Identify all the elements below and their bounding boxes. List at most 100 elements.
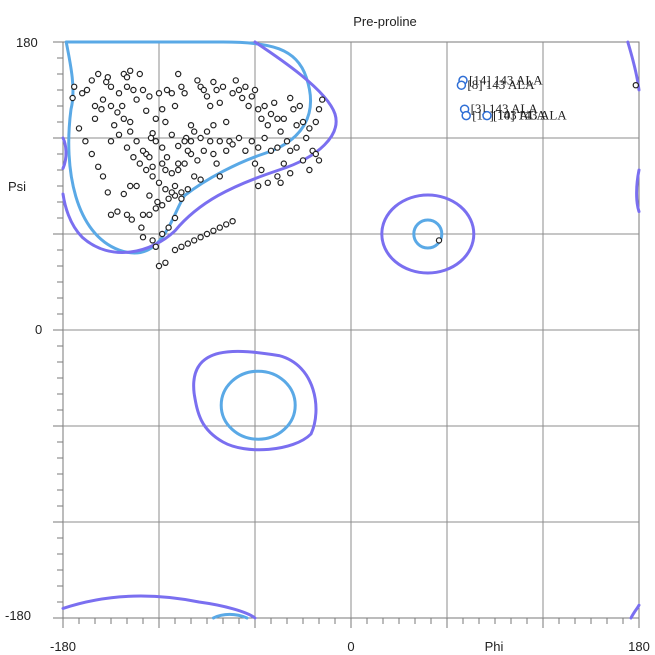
residue-point (139, 147, 147, 154)
contour-alphaR-inner (219, 369, 297, 441)
residue-point (190, 237, 198, 244)
points (69, 67, 640, 270)
residue-point (229, 141, 236, 148)
residue-point (136, 160, 143, 167)
residue-point (261, 102, 268, 110)
residue-point (149, 163, 156, 170)
residue-point (123, 73, 131, 81)
residue-point (133, 96, 140, 103)
residue-point (69, 94, 76, 102)
residue-point (194, 77, 201, 84)
y-axis-label: Psi (8, 179, 26, 194)
residue-point (267, 147, 275, 154)
residue-point (287, 147, 294, 154)
residue-point (75, 125, 83, 132)
highlight-label: [12] 143 ALA (472, 108, 546, 123)
residue-point (293, 121, 300, 129)
residue-point (248, 93, 255, 100)
residue-point (203, 230, 211, 238)
contour-wrap-bottom-inner (211, 612, 249, 620)
residue-point (235, 134, 243, 142)
residue-point (70, 83, 78, 91)
contour-beta-outer-edge (61, 136, 68, 170)
residue-point (255, 182, 262, 190)
contour-alphaR-outer (192, 349, 318, 452)
residue-point (261, 134, 268, 142)
residue-point (235, 86, 243, 94)
residue-point (274, 173, 281, 180)
residue-point (174, 160, 182, 167)
highlight-label: [10] 143 ALA (493, 108, 567, 123)
residue-point (277, 179, 284, 186)
residue-point (222, 147, 230, 154)
highlight-point (456, 80, 467, 90)
residue-point (184, 147, 191, 154)
contours (61, 40, 641, 620)
x-tick-label: -180 (50, 639, 76, 654)
x-tick-label: 180 (628, 639, 650, 654)
residue-point (158, 105, 166, 113)
residue-point (299, 157, 307, 164)
contour-wrap-bottom (61, 594, 257, 620)
residue-point (283, 137, 291, 145)
residue-point (251, 86, 259, 94)
residue-point (152, 115, 159, 123)
residue-point (200, 86, 207, 94)
residue-point (146, 192, 153, 199)
residue-point (120, 190, 128, 198)
residue-point (149, 173, 156, 180)
residue-point (274, 115, 281, 123)
residue-point (88, 150, 96, 158)
residue-point (142, 166, 150, 174)
residue-point (296, 102, 303, 110)
residue-point (242, 147, 249, 154)
residue-point (187, 121, 195, 129)
residue-point (267, 110, 275, 118)
residue-point (120, 115, 128, 123)
contour-alphaL-inner (412, 218, 444, 250)
residue-point (216, 137, 223, 145)
residue-point (280, 160, 287, 167)
residue-point (229, 89, 236, 97)
x-axis-label: Phi (485, 639, 504, 654)
residue-point (133, 137, 140, 145)
residue-point (303, 134, 310, 142)
residue-point (255, 105, 262, 113)
residue-point (107, 137, 115, 145)
residue-point (287, 169, 294, 177)
residue-point (194, 157, 201, 164)
residue-point (312, 118, 319, 126)
residue-point (213, 160, 220, 167)
residue-point (158, 144, 166, 151)
residue-point (123, 83, 131, 91)
residue-point (271, 99, 278, 107)
residue-point (248, 137, 255, 145)
residue-point (168, 131, 175, 138)
residue-point (165, 224, 172, 231)
residue-point (258, 166, 265, 174)
residue-point (130, 86, 137, 94)
residue-point (632, 81, 640, 89)
residue-point (264, 121, 271, 129)
residue-point (242, 83, 249, 91)
residue-point (319, 96, 326, 103)
residue-point (306, 166, 313, 174)
residue-point (258, 115, 265, 123)
y-tick-label: 0 (35, 322, 42, 337)
residue-point (162, 118, 169, 126)
residue-point (99, 96, 107, 103)
residue-point (435, 237, 443, 244)
residue-point (98, 105, 105, 113)
residue-point (155, 179, 163, 186)
highlight-point (461, 110, 471, 121)
contour-beta-inner (64, 40, 312, 255)
residue-point (149, 237, 156, 244)
residue-point (280, 115, 287, 123)
residue-point (197, 233, 204, 241)
residue-point (99, 173, 107, 180)
residue-point (110, 121, 118, 129)
residue-point (118, 102, 126, 110)
residue-point (251, 160, 259, 167)
residue-point (107, 211, 115, 218)
highlights: [14] 143 ALA[8] 143 ALA[3] 143 ALA[12] 1… (456, 72, 567, 123)
